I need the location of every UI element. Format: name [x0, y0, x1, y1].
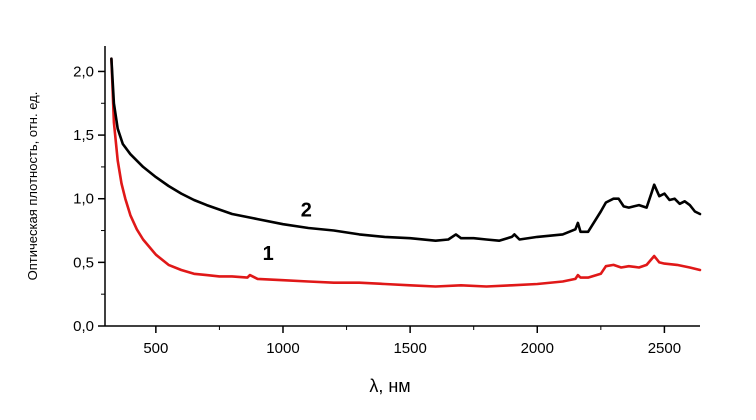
series-line-2 — [110, 57, 702, 242]
y-tick-label: 2,0 — [73, 63, 94, 80]
x-axis-ticks: 500 1000 1500 2000 2500 — [143, 326, 681, 357]
y-axis-title: Оптическая плотность, отн. ед. — [25, 92, 40, 281]
x-tick-label: 1500 — [393, 340, 426, 357]
x-tick-label: 2000 — [521, 340, 554, 357]
y-axis-ticks: 0,0 0,5 1,0 1,5 2,0 — [73, 63, 105, 335]
series-layer — [110, 57, 702, 288]
y-tick-label: 0,0 — [73, 318, 94, 335]
x-tick-label: 2500 — [648, 340, 681, 357]
y-tick-label: 1,5 — [73, 127, 94, 144]
annotation-layer: 21 — [263, 200, 312, 265]
plot-area: 21 500 1000 1500 2000 2500 0,00,51,01,52,0 — [73, 46, 702, 357]
y-tick-label: 1,0 — [73, 191, 94, 208]
curve-label-1: 1 — [263, 243, 274, 265]
x-tick-label: 500 — [143, 340, 168, 357]
x-tick-label: 1000 — [266, 340, 299, 357]
y-tick-label: 0,5 — [73, 254, 94, 271]
series-line-1 — [110, 57, 702, 288]
x-axis-title: λ, нм — [369, 376, 410, 396]
curve-label-2: 2 — [301, 200, 312, 222]
